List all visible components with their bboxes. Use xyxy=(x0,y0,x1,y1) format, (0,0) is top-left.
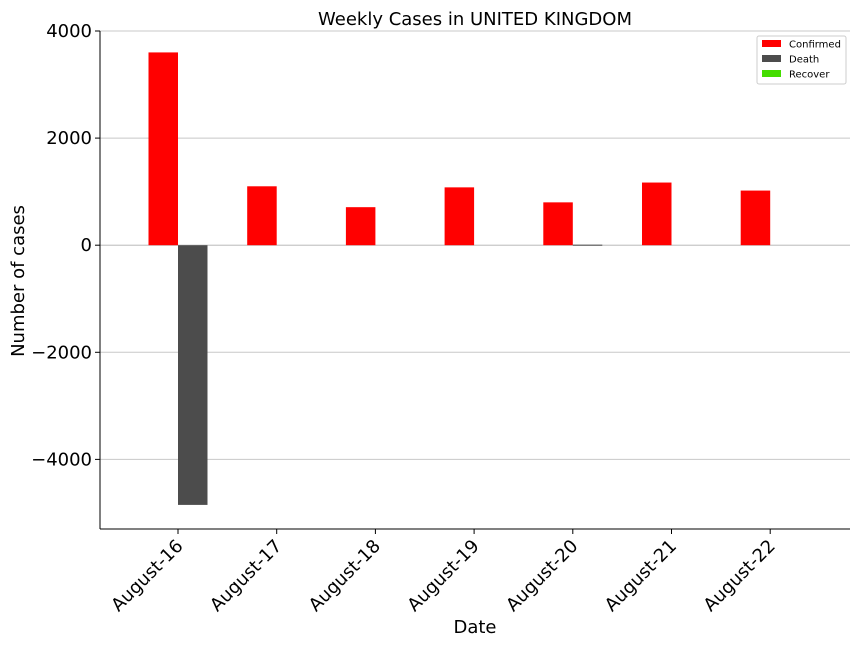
y-tick-label: −4000 xyxy=(31,449,92,470)
x-tick-label: August-16 xyxy=(107,536,187,616)
y-axis-title: Number of cases xyxy=(8,205,29,357)
bar-confirmed-august-21 xyxy=(642,182,672,246)
legend: Confirmed Death Recover xyxy=(756,35,847,85)
y-tick-label: 2000 xyxy=(46,128,92,149)
y-tick-label: 0 xyxy=(81,235,92,256)
bar-confirmed-august-22 xyxy=(740,190,771,246)
bars xyxy=(148,52,771,505)
x-axis-title: Date xyxy=(453,617,496,638)
y-tick-label: −2000 xyxy=(31,342,92,363)
x-tick-label: August-17 xyxy=(206,536,286,616)
legend-label-confirmed: Confirmed xyxy=(789,40,841,51)
x-tick-label: August-21 xyxy=(601,536,681,616)
x-tick-label: August-22 xyxy=(700,536,780,616)
legend-label-recover: Recover xyxy=(789,70,830,81)
legend-swatch-confirmed xyxy=(762,40,781,47)
bar-confirmed-august-20 xyxy=(543,202,573,246)
y-tick-label: 4000 xyxy=(46,21,92,42)
legend-swatch-death xyxy=(762,55,781,62)
bar-death-august-20 xyxy=(572,244,603,246)
legend-label-death: Death xyxy=(789,55,819,66)
chart-title: Weekly Cases in UNITED KINGDOM xyxy=(318,9,632,30)
bar-confirmed-august-18 xyxy=(345,207,376,246)
bar-confirmed-august-19 xyxy=(444,187,475,246)
gridlines xyxy=(100,30,850,460)
x-tick-label: August-19 xyxy=(403,536,483,616)
bar-confirmed-august-17 xyxy=(247,186,277,246)
bar-death-august-16 xyxy=(178,245,208,505)
x-tick-label: August-18 xyxy=(305,536,385,616)
legend-swatch-recover xyxy=(762,70,781,77)
bar-confirmed-august-16 xyxy=(148,52,178,246)
x-tick-label: August-20 xyxy=(502,536,582,616)
